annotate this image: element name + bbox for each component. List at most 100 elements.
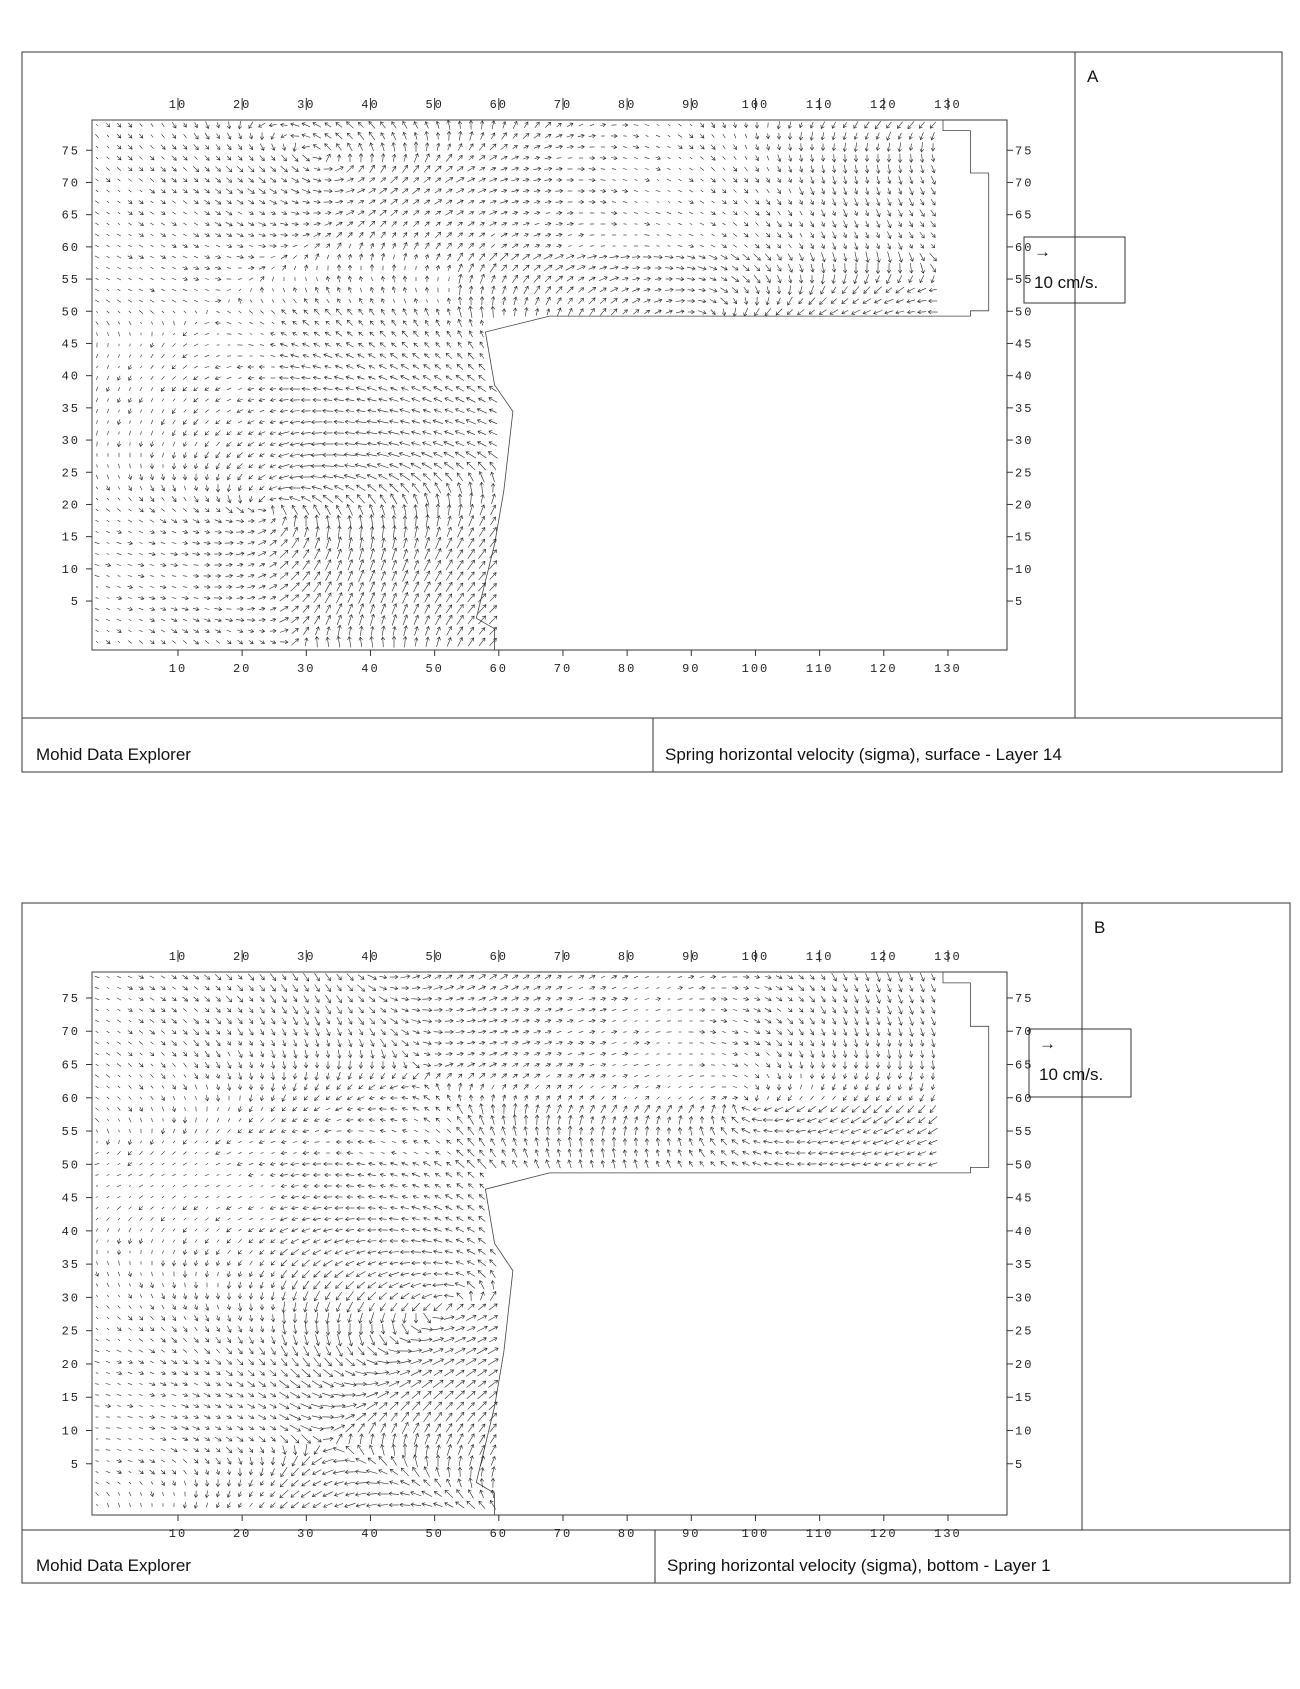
vector — [107, 1295, 109, 1297]
vector — [490, 573, 496, 580]
vector — [150, 1030, 155, 1034]
vector — [360, 298, 363, 303]
vector — [470, 482, 472, 494]
vector — [107, 365, 108, 368]
vector — [493, 1281, 494, 1290]
vector — [350, 526, 351, 538]
vector — [162, 409, 164, 412]
vector — [249, 144, 252, 149]
vector — [490, 144, 496, 150]
vector — [349, 1029, 352, 1035]
vector — [767, 178, 770, 183]
vector — [568, 987, 573, 989]
vector — [184, 497, 187, 501]
vector — [183, 256, 187, 258]
vector — [382, 143, 384, 151]
vector — [247, 609, 254, 610]
vector — [239, 1062, 241, 1068]
vector — [129, 1228, 131, 1232]
vector — [314, 1446, 320, 1455]
vector — [106, 1372, 110, 1373]
vector — [744, 1096, 748, 1100]
vector — [292, 1260, 298, 1266]
vector — [470, 319, 472, 326]
vector — [709, 289, 717, 292]
vector — [206, 1207, 208, 1208]
vector — [478, 1260, 486, 1266]
vector — [96, 1328, 98, 1329]
vector — [479, 1228, 485, 1232]
vector — [765, 308, 771, 315]
vector — [315, 1084, 318, 1090]
vector — [281, 1270, 287, 1278]
vector — [755, 308, 760, 315]
vector — [281, 1239, 288, 1243]
vector — [128, 531, 131, 532]
vector — [128, 597, 132, 598]
vector — [437, 266, 438, 271]
vector — [215, 1405, 221, 1408]
vector — [130, 344, 131, 347]
vector — [469, 1105, 472, 1113]
vector — [292, 538, 299, 548]
vector — [579, 235, 584, 236]
vector — [446, 975, 452, 978]
vector — [689, 190, 693, 192]
vector — [151, 354, 153, 358]
vector — [216, 145, 220, 150]
vector — [227, 144, 231, 149]
vector — [305, 1029, 308, 1036]
vector — [184, 1238, 187, 1243]
vector — [489, 1338, 497, 1342]
vector — [668, 124, 670, 125]
vector — [194, 508, 199, 512]
vector — [259, 564, 264, 567]
vector — [381, 1029, 385, 1034]
vector — [150, 212, 154, 215]
vector — [140, 1481, 143, 1484]
vector — [436, 1118, 440, 1121]
vector — [117, 300, 121, 303]
vector — [151, 1305, 154, 1309]
vector — [292, 1218, 298, 1220]
vector — [106, 1450, 110, 1451]
vector — [646, 1116, 649, 1125]
vector — [404, 1313, 406, 1323]
vector — [920, 199, 923, 205]
vector — [183, 1350, 187, 1353]
vector — [194, 1029, 199, 1034]
vector — [536, 1138, 538, 1146]
vector — [512, 265, 517, 271]
vector — [468, 998, 474, 1000]
vector — [711, 1139, 716, 1146]
vector — [437, 1445, 439, 1455]
vector — [294, 1302, 296, 1311]
x-tick-label: 120 — [870, 662, 898, 676]
vector — [754, 265, 759, 270]
vector — [345, 1460, 355, 1462]
vector — [129, 311, 131, 313]
vector — [844, 176, 846, 183]
vector — [107, 223, 110, 225]
vector — [293, 1119, 298, 1122]
vector — [678, 999, 683, 1000]
vector — [162, 1305, 164, 1309]
vector — [744, 189, 748, 193]
vector — [195, 452, 197, 458]
vector — [468, 353, 473, 359]
vector — [480, 1115, 484, 1124]
vector — [370, 560, 374, 571]
vector — [96, 1284, 98, 1287]
vector — [336, 133, 343, 139]
vector — [458, 243, 463, 248]
vector — [776, 976, 782, 979]
vector — [468, 375, 475, 380]
panel-label: A — [1087, 67, 1099, 86]
vector — [403, 321, 406, 325]
vector — [491, 517, 496, 525]
vector — [468, 1403, 475, 1410]
vector — [744, 1053, 747, 1055]
vector — [194, 256, 198, 258]
vector — [678, 201, 681, 203]
vector — [303, 321, 309, 326]
